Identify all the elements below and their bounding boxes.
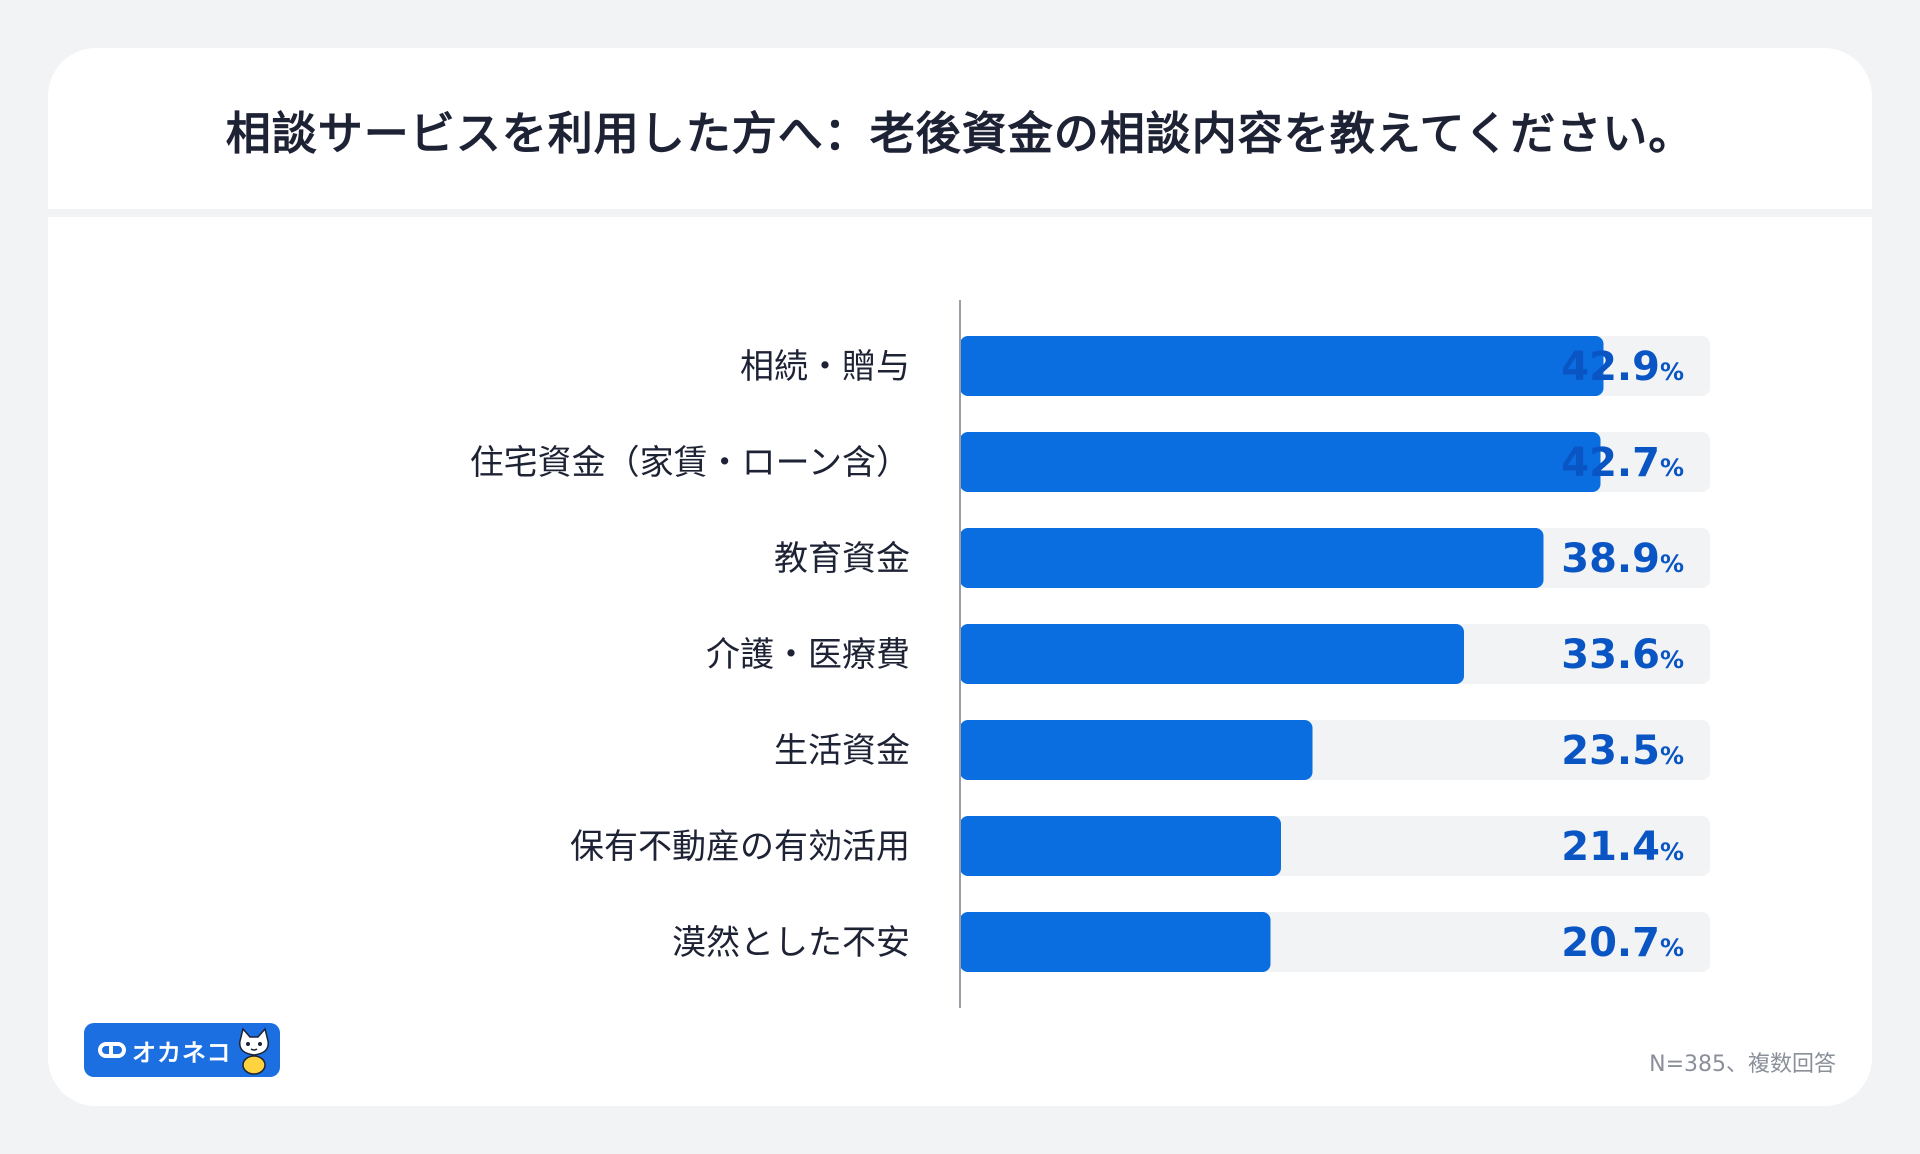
value-unit: % <box>1660 934 1684 962</box>
bar-row: 相続・贈与 42.9% <box>740 336 1710 396</box>
value-number: 21.4 <box>1561 824 1660 870</box>
bar-chart: 相続・贈与 42.9%住宅資金（家賃・ローン含） 42.7%教育資金 38.9%介護・… <box>470 300 1710 1008</box>
value-label: 42.7% <box>1561 440 1684 486</box>
cat-mascot-icon <box>239 1027 269 1075</box>
value-number: 20.7 <box>1561 920 1660 966</box>
bar <box>960 720 1313 780</box>
logo-text: オカネコ <box>132 1038 232 1067</box>
bar-row: 漠然とした不安 20.7% <box>672 912 1710 972</box>
sample-note: N=385、複数回答 <box>1649 1052 1836 1077</box>
bar-row: 生活資金 23.5% <box>774 720 1710 780</box>
category-label: 住宅資金（家賃・ローン含） <box>470 443 910 483</box>
bars-layer: 相続・贈与 42.9%住宅資金（家賃・ローン含） 42.7%教育資金 38.9%介護・… <box>470 336 1710 972</box>
category-label: 生活資金 <box>774 731 910 771</box>
value-label: 23.5% <box>1561 728 1684 774</box>
value-unit: % <box>1660 454 1684 482</box>
bar <box>960 912 1271 972</box>
bar <box>960 432 1601 492</box>
value-unit: % <box>1660 838 1684 866</box>
bar <box>960 624 1464 684</box>
value-label: 38.9% <box>1561 536 1684 582</box>
category-label: 漠然とした不安 <box>672 923 910 963</box>
value-unit: % <box>1660 646 1684 674</box>
value-label: 42.9% <box>1561 344 1684 390</box>
value-label: 33.6% <box>1561 632 1684 678</box>
title-divider <box>48 209 1872 217</box>
category-label: 介護・医療費 <box>706 635 910 675</box>
value-number: 38.9 <box>1561 536 1660 582</box>
bar-row: 教育資金 38.9% <box>774 528 1710 588</box>
bar <box>960 816 1281 876</box>
bar <box>960 528 1544 588</box>
bar <box>960 336 1604 396</box>
bar-row: 介護・医療費 33.6% <box>706 624 1710 684</box>
category-label: 相続・贈与 <box>740 347 910 387</box>
value-label: 20.7% <box>1561 920 1684 966</box>
value-unit: % <box>1660 550 1684 578</box>
bar-row: 保有不動産の有効活用 21.4% <box>570 816 1710 876</box>
chart-card: 相談サービスを利用した方へ：老後資金の相談内容を教えてください。 相続・贈与 42… <box>48 48 1872 1106</box>
value-number: 42.7 <box>1561 440 1660 486</box>
value-label: 21.4% <box>1561 824 1684 870</box>
value-unit: % <box>1660 742 1684 770</box>
infinity-icon <box>98 1042 126 1058</box>
value-unit: % <box>1660 358 1684 386</box>
value-number: 42.9 <box>1561 344 1660 390</box>
category-label: 保有不動産の有効活用 <box>570 827 910 867</box>
value-number: 23.5 <box>1561 728 1660 774</box>
okaneko-logo: オカネコ <box>84 1023 280 1077</box>
category-label: 教育資金 <box>774 539 910 579</box>
bar-row: 住宅資金（家賃・ローン含） 42.7% <box>470 432 1710 492</box>
value-number: 33.6 <box>1561 632 1660 678</box>
chart-title: 相談サービスを利用した方へ：老後資金の相談内容を教えてください。 <box>225 107 1695 160</box>
